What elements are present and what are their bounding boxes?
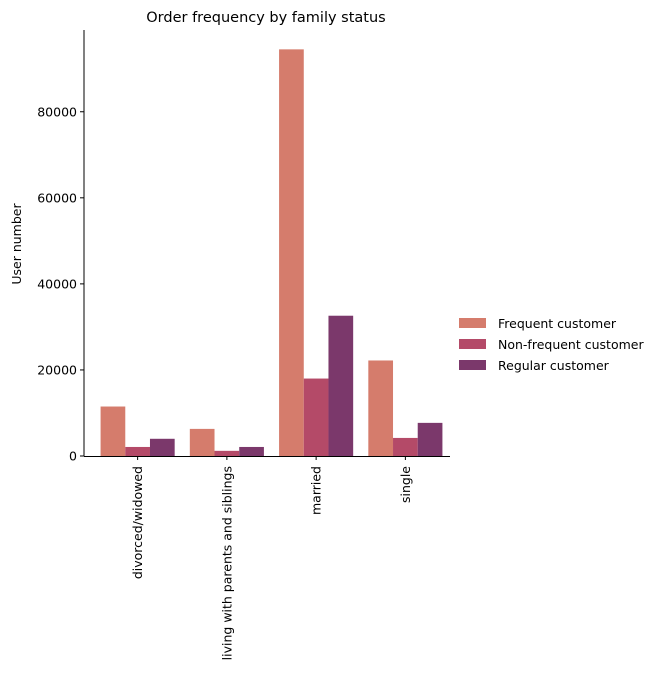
y-tick-label: 20000: [37, 362, 77, 377]
y-tick-label: 0: [69, 449, 77, 464]
legend-swatch-1: [459, 318, 486, 328]
legend-label-3: Regular customer: [498, 358, 610, 373]
legend: Frequent customer Non-frequent customer Re…: [459, 316, 644, 373]
bar-3-4: [417, 422, 443, 456]
y-axis-label: User number: [9, 203, 24, 285]
bar-2-3: [303, 378, 329, 456]
bar-1-4: [368, 360, 394, 456]
x-tick-label: single: [398, 466, 413, 503]
y-tick-label: 40000: [37, 276, 77, 291]
bar-2-2: [214, 450, 240, 456]
bar-2-1: [125, 446, 150, 456]
y-ticks-group: 0 20000 40000 60000 80000: [37, 104, 84, 464]
bar-3-2: [239, 446, 264, 456]
bar-1-3: [279, 49, 304, 457]
legend-swatch-2: [459, 339, 486, 349]
bar-1-1: [100, 406, 126, 456]
bar-3-1: [149, 438, 175, 456]
x-tick-label: living with parents and siblings: [219, 466, 234, 660]
bars-group: [100, 49, 443, 457]
y-tick-label: 80000: [37, 104, 77, 119]
bar-3-3: [328, 315, 354, 456]
legend-label-2: Non-frequent customer: [498, 337, 644, 352]
x-tick-label: divorced/widowed: [130, 466, 145, 579]
bar-2-4: [393, 437, 418, 456]
bar-1-2: [189, 428, 215, 456]
y-tick-label: 60000: [37, 190, 77, 205]
x-tick-label: married: [309, 466, 324, 515]
chart-title: Order frequency by family status: [146, 10, 385, 26]
legend-label-1: Frequent customer: [498, 316, 617, 331]
x-ticks-group: divorced/widowed living with parents and …: [130, 456, 413, 660]
legend-swatch-3: [459, 360, 486, 370]
